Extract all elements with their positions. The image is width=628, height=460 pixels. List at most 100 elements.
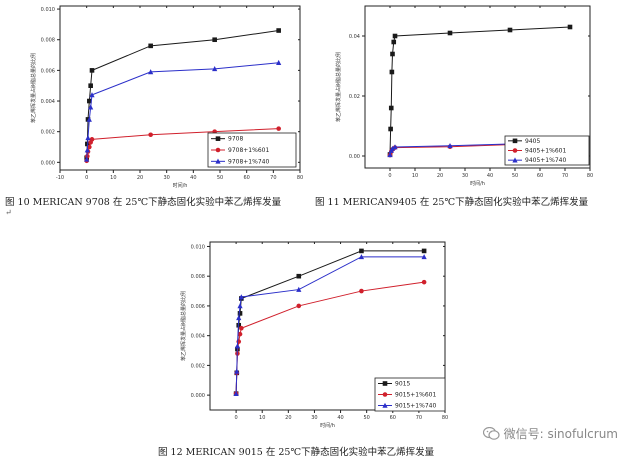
caption-fig11: 图 11 MERICAN9405 在 25℃下静态固化实验中苯乙烯挥发量 — [315, 197, 589, 208]
data-point — [89, 137, 95, 142]
data-point — [421, 279, 427, 285]
x-tick-label: 0 — [235, 415, 238, 421]
y-tick-label: 0.002 — [191, 363, 205, 369]
legend-label: 9015+1%740 — [395, 403, 436, 410]
x-axis-label: 时间/h — [320, 422, 335, 429]
data-point — [388, 126, 393, 132]
x-tick-label: 70 — [562, 173, 568, 179]
x-tick-label: 70 — [416, 415, 422, 421]
x-tick-label: 40 — [487, 173, 493, 179]
data-point — [390, 51, 395, 57]
y-tick-label: 0.004 — [41, 99, 55, 105]
chart-c1: -10 0 10 20 30 40 50 60 70 80 0.000 0.002 0.004 0.006… — [30, 5, 303, 189]
y-tick-label: 0.008 — [41, 38, 55, 44]
caption-fig10: 图 10 MERICAN 9708 在 25℃下静态固化实验中苯乙烯挥发量 — [5, 197, 282, 208]
x-tick-label: 80 — [587, 173, 593, 179]
data-point — [89, 68, 95, 73]
x-tick-label: 0 — [388, 173, 391, 179]
data-point — [148, 132, 153, 138]
watermark-text: 微信号: sinofulcrum — [503, 427, 618, 441]
legend-marker — [215, 158, 221, 164]
legend-marker — [215, 136, 221, 141]
y-tick-label: 0.02 — [349, 94, 360, 100]
y-axis-label: 苯乙烯挥发量占树脂总量的比例 — [180, 291, 187, 361]
legend-label: 9708+1%601 — [228, 147, 269, 154]
legend-marker — [382, 381, 388, 386]
x-tick-label: 50 — [512, 173, 518, 179]
series-line-9015+1%740 — [235, 256, 425, 394]
legend-label: 9015+1%601 — [395, 392, 436, 399]
y-tick-label: 0.000 — [191, 393, 205, 399]
data-point — [276, 59, 282, 66]
series-line-9015 — [235, 250, 425, 394]
x-tick-label: 40 — [190, 175, 196, 181]
data-point — [148, 43, 153, 49]
y-tick-label: 0.006 — [41, 68, 55, 74]
caption-fig12: 图 12 MERICAN 9015 在 25℃下静态固化实验中苯乙烯挥发量 — [158, 447, 435, 458]
x-tick-label: 50 — [217, 175, 223, 181]
data-point — [567, 24, 573, 30]
x-tick-label: 20 — [137, 175, 143, 181]
series-line-9405 — [389, 26, 571, 155]
x-tick-label: 60 — [243, 175, 249, 181]
data-point — [296, 273, 302, 279]
data-point — [237, 311, 243, 316]
data-point — [389, 69, 395, 75]
data-point — [388, 105, 394, 111]
data-point — [447, 30, 453, 36]
legend-label: 9708+1%740 — [228, 158, 269, 165]
legend-label: 9708 — [228, 136, 243, 143]
legend-marker — [382, 392, 388, 397]
x-tick-label: 70 — [270, 175, 276, 181]
plot-frame — [59, 5, 301, 171]
legend-label: 9405+1%740 — [525, 157, 566, 164]
data-point — [212, 66, 218, 72]
watermark: 微信号: sinofulcrum — [482, 425, 618, 442]
data-point — [85, 135, 91, 141]
legend-label: 9015 — [395, 381, 410, 388]
data-point — [421, 254, 427, 260]
data-point — [239, 325, 244, 331]
data-point — [84, 156, 90, 162]
data-point — [237, 303, 243, 309]
data-point — [358, 254, 365, 260]
plot-frame — [364, 5, 591, 169]
chart-c2: 0 10 20 30 40 50 60 70 80 0.00 0.02 0.04 时间/h 苯乙烯挥发量占… — [335, 5, 593, 187]
x-tick-label: 60 — [537, 173, 543, 179]
x-tick-label: 60 — [390, 415, 396, 421]
x-axis-label: 时间/h — [470, 180, 485, 187]
x-tick-label: 50 — [363, 415, 369, 421]
legend-marker — [382, 402, 388, 408]
data-point — [89, 92, 95, 98]
data-point — [236, 315, 242, 321]
data-point — [276, 28, 281, 33]
x-tick-label: 80 — [442, 415, 448, 421]
data-point — [387, 152, 393, 158]
y-tick-label: 0.006 — [191, 304, 205, 310]
y-tick-label: 0.00 — [349, 154, 360, 160]
data-point — [88, 104, 94, 110]
x-tick-label: -10 — [56, 175, 64, 181]
data-point — [391, 39, 397, 45]
data-point — [237, 331, 243, 337]
y-tick-label: 0.002 — [41, 130, 55, 136]
data-point — [276, 126, 281, 131]
y-tick-label: 0.010 — [191, 244, 205, 250]
data-point — [507, 27, 513, 33]
data-point — [88, 83, 93, 89]
y-tick-label: 0.010 — [41, 7, 55, 13]
legend-label: 9405+1%601 — [525, 148, 566, 155]
x-tick-label: 30 — [311, 415, 317, 421]
y-tick-label: 0.008 — [191, 274, 205, 280]
x-tick-label: 20 — [285, 415, 291, 421]
y-tick-label: 0.04 — [349, 34, 360, 40]
data-point — [389, 145, 396, 151]
x-tick-label: 40 — [337, 415, 343, 421]
legend-marker — [512, 148, 518, 153]
x-tick-label: 80 — [297, 175, 303, 181]
data-point — [359, 248, 364, 254]
legend-marker — [215, 147, 221, 153]
legend-marker — [512, 138, 518, 144]
data-point — [392, 144, 398, 150]
data-point — [238, 294, 244, 300]
